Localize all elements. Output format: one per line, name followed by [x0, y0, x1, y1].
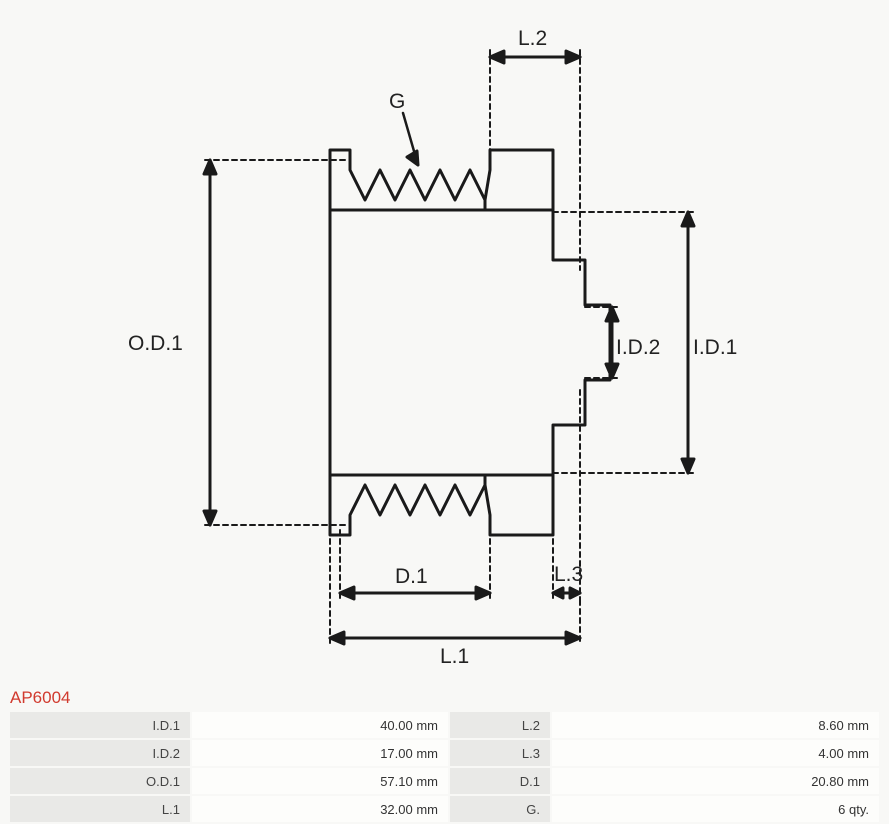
label-l1: L.1	[440, 645, 469, 669]
spec-label: L.1	[10, 796, 190, 822]
label-d1: D.1	[395, 565, 428, 589]
spec-value: 40.00 mm	[192, 712, 448, 738]
spec-label: O.D.1	[10, 768, 190, 794]
spec-value: 4.00 mm	[552, 740, 879, 766]
label-id2: I.D.2	[616, 336, 660, 360]
spec-value: 17.00 mm	[192, 740, 448, 766]
label-l3: L.3	[554, 563, 583, 587]
spec-value: 8.60 mm	[552, 712, 879, 738]
spec-label: G.	[450, 796, 550, 822]
spec-label: L.3	[450, 740, 550, 766]
label-id1: I.D.1	[693, 336, 737, 360]
label-l2: L.2	[518, 27, 547, 51]
spec-table: I.D.1 40.00 mm L.2 8.60 mm I.D.2 17.00 m…	[8, 710, 881, 824]
technical-diagram: O.D.1 I.D.1 I.D.2 L.2 L.3 D.1 L.1 G	[0, 10, 889, 680]
table-row: I.D.1 40.00 mm L.2 8.60 mm	[10, 712, 879, 738]
spec-value: 32.00 mm	[192, 796, 448, 822]
table-row: O.D.1 57.10 mm D.1 20.80 mm	[10, 768, 879, 794]
label-od1: O.D.1	[128, 332, 183, 356]
label-g: G	[389, 90, 405, 114]
part-number: AP6004	[10, 688, 71, 708]
spec-label: L.2	[450, 712, 550, 738]
spec-value: 57.10 mm	[192, 768, 448, 794]
spec-value: 20.80 mm	[552, 768, 879, 794]
spec-value: 6 qty.	[552, 796, 879, 822]
table-row: L.1 32.00 mm G. 6 qty.	[10, 796, 879, 822]
spec-label: I.D.2	[10, 740, 190, 766]
spec-label: D.1	[450, 768, 550, 794]
table-row: I.D.2 17.00 mm L.3 4.00 mm	[10, 740, 879, 766]
spec-label: I.D.1	[10, 712, 190, 738]
